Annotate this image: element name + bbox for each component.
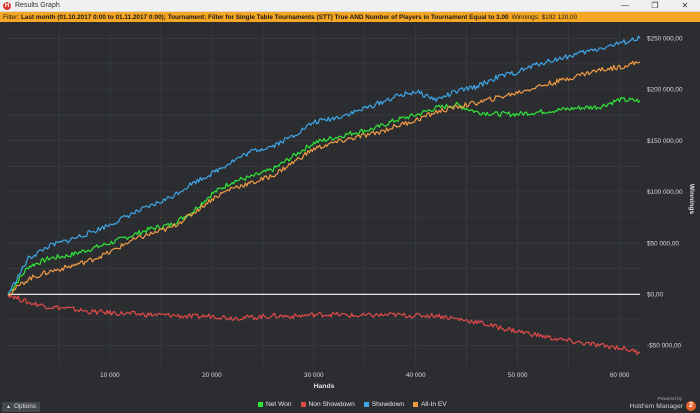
series-line-showdown: [7, 35, 641, 295]
x-tick-label: 40 000: [406, 372, 426, 379]
legend-item[interactable]: Non Showdown: [300, 401, 355, 408]
y-axis-title: Winnings: [688, 184, 695, 215]
winnings-value: $192 120,00: [541, 13, 578, 21]
filter-bar[interactable]: Filter: Last month (01.10.2017 0:00 to 0…: [0, 12, 700, 22]
y-tick-label: $50 000,00: [647, 240, 679, 247]
close-button[interactable]: ✕: [681, 1, 689, 10]
y-tick-label: $0,00: [647, 292, 663, 299]
restore-button[interactable]: ❐: [651, 1, 659, 10]
app-logo-icon: H: [3, 1, 11, 10]
brand-name: Hold'em Manager: [629, 402, 683, 410]
window-title: Results Graph: [15, 2, 60, 9]
legend-label: All-In EV: [421, 401, 447, 408]
x-tick-label: 10 000: [100, 372, 120, 379]
legend-swatch: [363, 402, 369, 407]
legend-swatch: [413, 402, 418, 407]
y-tick-label: $200 000,00: [647, 87, 683, 94]
filter-value: Last month (01.10.2017 0:00 to 01.11.201…: [20, 13, 509, 21]
title-bar: H Results Graph — ❐ ✕: [0, 0, 700, 12]
series-line-non-showdown: [7, 294, 641, 356]
plot-background: [0, 22, 700, 396]
results-chart[interactable]: $250 000,00 $200 000,00 $150 000,00 $100 00…: [0, 22, 700, 396]
options-button[interactable]: ▲ Options: [2, 402, 40, 412]
winnings-label: Winnings:: [511, 13, 540, 21]
legend-swatch: [300, 402, 306, 407]
x-tick-label: 30 000: [304, 372, 324, 379]
x-tick-label: 20 000: [202, 372, 222, 379]
legend-item[interactable]: All-In EV: [413, 401, 447, 408]
y-tick-label: $100 000,00: [647, 189, 683, 196]
legend-swatch: [258, 402, 263, 407]
filter-label: Filter:: [3, 13, 19, 21]
chart-labels: $250 000,00 $200 000,00 $150 000,00 $100 00…: [100, 35, 695, 390]
branding: Powered by Hold'em Manager 2: [630, 396, 696, 411]
y-tick-label: $250 000,00: [647, 35, 683, 42]
series-line-net-won: [7, 96, 641, 295]
legend-label: Showdown: [371, 401, 404, 408]
brand-row: Hold'em Manager 2: [630, 401, 696, 411]
y-tick-label: $150 000,00: [647, 138, 683, 145]
chart-grid: [0, 22, 700, 396]
brand-logo-icon: 2: [686, 401, 696, 411]
legend-item[interactable]: Showdown: [363, 401, 404, 408]
legend-item[interactable]: Net Won: [258, 401, 292, 408]
legend-label: Net Won: [266, 401, 292, 408]
series-line-all-in-ev: [7, 60, 641, 297]
y-tick-label: -$50 000,00: [647, 343, 682, 350]
chart-series: [7, 35, 641, 356]
minimize-button[interactable]: —: [621, 1, 629, 10]
chart-legend: Net Won Non Showdown Showdown All-In EV: [258, 401, 456, 408]
x-axis-title: Hands: [314, 383, 335, 390]
window-controls: — ❐ ✕: [610, 0, 700, 12]
x-tick-label: 50 000: [508, 372, 528, 379]
legend-label: Non Showdown: [308, 401, 355, 408]
chevron-up-icon: ▲: [6, 404, 11, 410]
x-tick-label: 60 000: [610, 372, 630, 379]
options-label: Options: [13, 403, 36, 410]
powered-by-text: Powered by: [657, 396, 682, 401]
